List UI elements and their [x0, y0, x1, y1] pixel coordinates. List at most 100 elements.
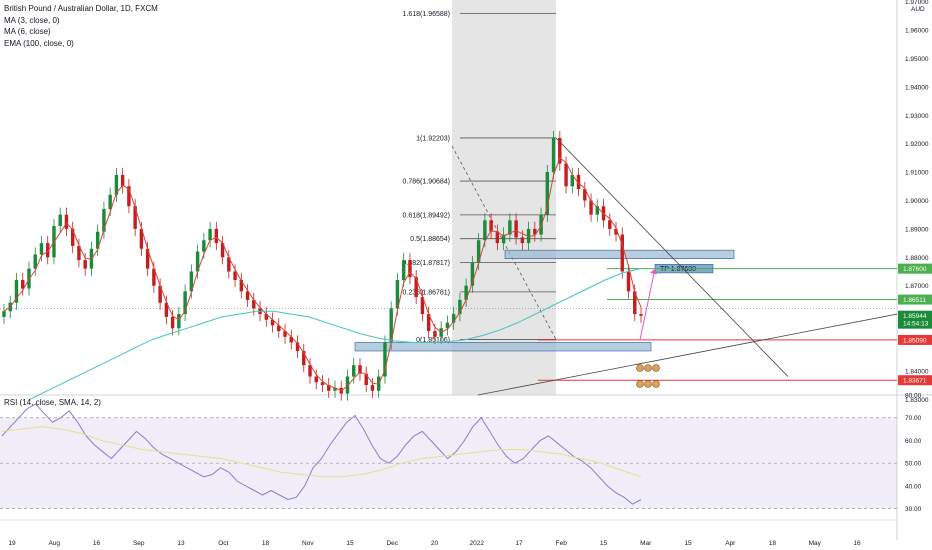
price-tag	[898, 263, 932, 274]
candle-body	[564, 163, 568, 187]
fib-level-label: 1(1.92203)	[416, 135, 450, 142]
candle-body	[476, 240, 481, 263]
candle-body	[264, 314, 269, 320]
candle-body	[408, 260, 412, 278]
candle-body	[570, 174, 575, 187]
price-tick-label: 1.97000	[905, 0, 929, 6]
price-tag-countdown: 14:54:13	[903, 321, 929, 328]
candle-body	[533, 228, 537, 235]
candle-body	[95, 231, 100, 249]
candle-body	[252, 299, 256, 309]
price-tick-label: 1.95000	[905, 56, 929, 63]
fib-level-label: 0(1.85106)	[416, 337, 450, 344]
x-tick-label: Sep	[133, 540, 145, 547]
rsi-legend[interactable]: RSI (14, close, SMA, 14, 2)	[4, 398, 101, 407]
candle-body	[83, 260, 87, 269]
legend-ma6[interactable]: MA (6, close)	[4, 27, 51, 36]
candle-body	[451, 314, 456, 323]
candle-body	[164, 302, 169, 317]
price-tick-label: 1.91000	[905, 170, 929, 177]
event-flag-icon	[652, 380, 660, 388]
price-tick-label: 1.88000	[905, 255, 929, 262]
candle-body	[2, 311, 6, 317]
rsi-tick-label: 70.00	[905, 415, 922, 422]
candle-body	[233, 271, 237, 280]
candle-body	[314, 376, 318, 383]
candle-body	[70, 228, 75, 246]
ma-line	[3, 157, 642, 392]
candle-body	[177, 314, 181, 329]
rsi-band	[0, 417, 897, 509]
x-tick-label: 17	[515, 540, 523, 547]
candle-body	[220, 243, 225, 258]
rsi-tick-label: 60.00	[905, 438, 922, 445]
price-tick-label: 1.94000	[905, 84, 929, 91]
candle-body	[520, 237, 525, 244]
candle-body	[639, 314, 643, 316]
price-tag-label: 1.86511	[903, 297, 926, 304]
x-tick-label: May	[809, 540, 822, 547]
candle-body	[133, 206, 137, 229]
candle-body	[583, 189, 587, 201]
candle-body	[114, 174, 119, 195]
candle-body	[45, 243, 50, 258]
candle-body	[445, 322, 450, 329]
projection-arrow	[639, 268, 656, 341]
price-tick-label: 1.87000	[905, 283, 929, 290]
candle-body	[364, 373, 368, 386]
price-tag	[898, 294, 932, 305]
candle-body	[152, 268, 156, 286]
legend-ema100[interactable]: EMA (100, close, 0)	[4, 38, 74, 48]
x-tick-label: 15	[346, 540, 354, 547]
rsi-ma-line	[1, 426, 642, 478]
candle-body	[183, 291, 187, 315]
projection-arrowhead	[650, 268, 657, 275]
candle-body	[501, 234, 506, 244]
candle-body	[139, 228, 144, 249]
candle-body	[401, 260, 406, 280]
candle-body	[414, 277, 418, 298]
candle-body	[551, 138, 556, 173]
candle-body	[576, 174, 581, 190]
x-tick-label: 20	[431, 540, 439, 547]
event-flag-icon	[644, 380, 652, 388]
legend-ma3[interactable]: MA (3, close, 0)	[4, 15, 60, 25]
candle-body	[545, 172, 550, 215]
price-tag	[898, 310, 932, 329]
price-tick-label: 1.83000	[905, 397, 929, 404]
candle-body	[295, 342, 300, 351]
candle-body	[589, 200, 593, 215]
descending-trendline	[555, 137, 789, 377]
rsi-tick-label: 50.00	[905, 461, 922, 468]
event-flag-icon	[652, 364, 660, 372]
candle-body	[14, 279, 19, 303]
fib-level-label: 0.618(1.89492)	[403, 212, 450, 219]
candle-body	[358, 365, 362, 374]
rsi-tick-label: 80.00	[905, 393, 922, 400]
candle-body	[214, 228, 219, 244]
candle-body	[327, 385, 331, 391]
x-tick-label: Mar	[640, 540, 652, 547]
candle-body	[352, 365, 356, 377]
candle-body	[308, 365, 312, 377]
candle-body	[464, 285, 468, 300]
candle-body	[270, 319, 275, 326]
candle-body	[395, 279, 400, 309]
candle-body	[383, 342, 387, 377]
x-tick-label: Feb	[556, 540, 568, 547]
support-zone	[354, 342, 652, 352]
candle-body	[495, 231, 500, 244]
x-tick-label: 19	[8, 540, 16, 547]
candle-body	[458, 299, 462, 315]
date-range-highlight	[452, 0, 556, 395]
x-tick-label: 2022	[470, 540, 485, 547]
event-flag-icon	[644, 364, 652, 372]
candle-body	[195, 251, 200, 272]
candle-body	[277, 325, 281, 332]
ascending-trendline	[477, 313, 898, 396]
x-tick-label: 15	[600, 540, 608, 547]
price-tag	[898, 375, 932, 386]
candle-body	[320, 382, 325, 386]
take-profit-label: TP 1.87600	[660, 266, 696, 273]
